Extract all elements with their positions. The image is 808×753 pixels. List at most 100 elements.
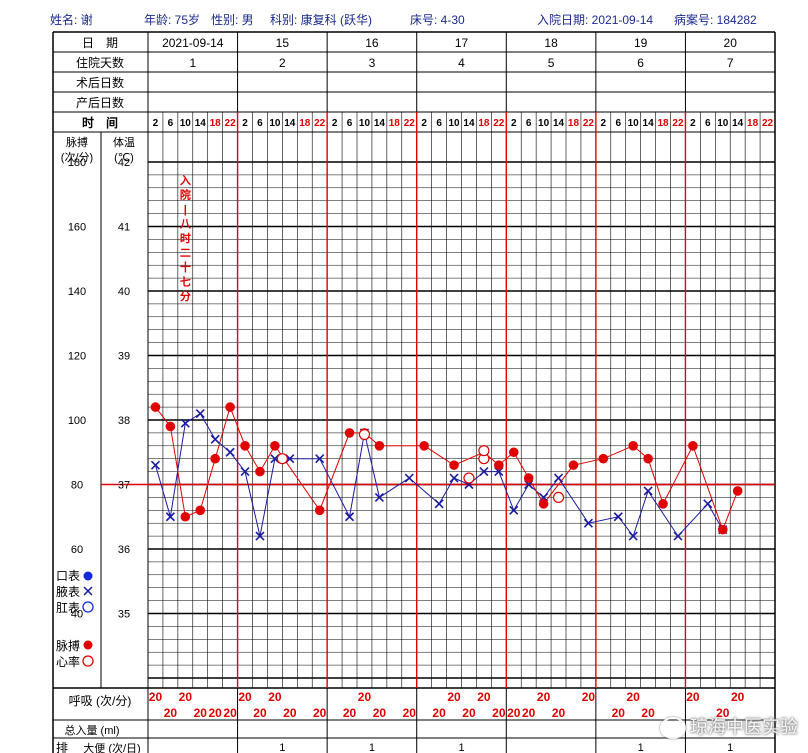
date-cell: 20: [724, 36, 738, 50]
time-slot-label: 14: [374, 118, 386, 129]
pulse-point: [255, 466, 265, 477]
wechat-icon: [660, 717, 686, 739]
time-slot-label: 14: [643, 118, 655, 129]
stool-value: 1: [279, 742, 285, 753]
pulse-line: [155, 405, 739, 532]
respiration-value: 20: [208, 706, 222, 720]
respiration-value: 20: [283, 706, 297, 720]
pulse-tick: 100: [68, 415, 86, 427]
hospital-day-cell: 1: [189, 56, 196, 70]
time-slot-label: 2: [242, 118, 248, 129]
axillary-temp-point: [315, 454, 325, 464]
respiration-value: 20: [238, 690, 252, 704]
time-slot-label: 6: [705, 118, 711, 129]
temp-tick: 39: [118, 351, 130, 363]
time-slot-label: 18: [210, 118, 222, 129]
date-row-label: 日 期: [82, 36, 118, 50]
patient-bed: 床号: 4-30: [410, 13, 465, 27]
pulse-point: [688, 441, 698, 451]
heart-rate-point: [358, 428, 371, 441]
pulse-point: [732, 486, 743, 496]
time-slot-label: 10: [180, 118, 192, 129]
time-slot-label: 22: [583, 118, 595, 129]
heart-rate-point: [552, 491, 565, 503]
pulse-point: [344, 428, 355, 438]
respiration-value: 20: [253, 706, 267, 720]
time-slot-label: 14: [732, 118, 744, 129]
pulse-point: [508, 447, 519, 458]
hospital-days-label: 住院天数: [76, 55, 124, 70]
respiration-value: 20: [582, 690, 596, 704]
pulse-point: [658, 499, 668, 509]
pulse-point: [165, 421, 176, 432]
time-slot-label: 22: [225, 118, 237, 129]
patient-header: 姓名: 谢 年龄: 75岁 性别: 男 科别: 康复科 (跃华) 床号: 4-3…: [0, 0, 808, 30]
date-cell: 16: [365, 36, 379, 50]
stool-value: 1: [727, 742, 733, 753]
pulse-point: [240, 441, 250, 451]
time-slot-label: 2: [690, 118, 696, 129]
time-slot-label: 2: [332, 118, 338, 129]
axillary-temp-point: [553, 473, 564, 483]
pulse-point: [538, 499, 549, 509]
respiration-value: 20: [641, 706, 655, 720]
pulse-tick: 160: [68, 222, 86, 234]
time-slot-label: 14: [195, 118, 207, 129]
pulse-axis-label: 脉搏: [66, 135, 88, 149]
pulse-point: [598, 453, 609, 464]
hospital-day-cell: 2: [279, 56, 286, 70]
stool-value: 1: [458, 742, 464, 753]
respiration-value: 20: [626, 690, 640, 704]
respiration-value: 20: [313, 706, 327, 720]
legend-pulse-icon: [83, 640, 93, 650]
temp-tick: 42: [118, 157, 130, 169]
respiration-value: 20: [731, 690, 745, 704]
time-slot-label: 2: [421, 118, 427, 129]
axillary-temp-point: [613, 512, 623, 522]
respiration-value: 20: [612, 706, 626, 720]
time-slot-label: 22: [672, 118, 684, 129]
pulse-point: [643, 453, 653, 464]
pulse-point: [449, 460, 459, 470]
time-slot-label: 14: [553, 118, 565, 129]
time-slot-label: 6: [257, 118, 263, 129]
date-cell: 2021-09-14: [162, 36, 224, 50]
watermark: 琼海中医实验: [660, 713, 798, 739]
time-slot-label: 18: [568, 118, 580, 129]
hospital-day-cell: 7: [727, 56, 734, 70]
axillary-temp-point: [240, 467, 250, 477]
axillary-temp-point: [479, 467, 489, 477]
axillary-temp-point: [210, 434, 220, 444]
date-cell: 18: [544, 36, 558, 50]
pulse-point: [150, 402, 161, 412]
time-slot-label: 2: [153, 118, 159, 129]
hospital-day-cell: 5: [548, 56, 555, 70]
axillary-temp-point: [150, 460, 161, 470]
axillary-temp-point: [165, 512, 175, 522]
respiration-value: 20: [268, 690, 282, 704]
time-slot-label: 18: [747, 118, 759, 129]
pulse-point: [314, 505, 325, 516]
pulse-point: [494, 460, 504, 470]
respiration-value: 20: [462, 706, 476, 720]
date-cell: 17: [455, 36, 469, 50]
stool-value: 1: [638, 742, 644, 753]
time-row-label: 时 间: [82, 115, 118, 130]
heart-rate-point: [276, 453, 288, 465]
legend-oral: 口表: [56, 569, 80, 583]
respiration-value: 20: [537, 690, 551, 704]
time-slot-label: 18: [299, 118, 311, 129]
date-cell: 19: [634, 36, 648, 50]
time-slot-label: 18: [657, 118, 669, 129]
axillary-temp-point: [180, 418, 190, 428]
temp-tick: 40: [118, 286, 130, 298]
pulse-tick: 180: [68, 157, 86, 169]
time-slot-label: 10: [359, 118, 371, 129]
pulse-point: [180, 511, 191, 522]
postop-days-label: 术后日数: [76, 75, 124, 90]
hospital-day-cell: 4: [458, 56, 465, 70]
axillary-temp-point: [434, 499, 444, 509]
heart-rate-point: [463, 472, 475, 484]
